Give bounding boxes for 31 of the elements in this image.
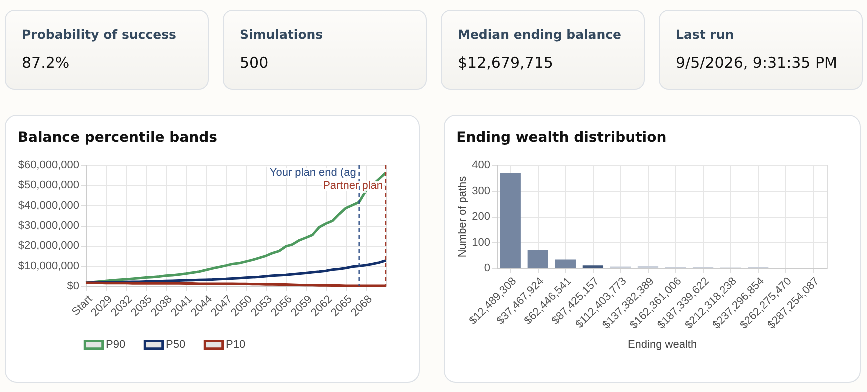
ref-line-label: Your plan end (ag xyxy=(270,167,356,179)
text: Simulations xyxy=(240,27,324,42)
y-tick-label: $10,000,000 xyxy=(18,260,80,272)
legend-label: P90 xyxy=(106,339,126,352)
y-axis-title: Number of paths xyxy=(457,176,470,258)
text: 500 xyxy=(240,54,270,72)
y-tick-label: $50,000,000 xyxy=(18,180,80,192)
bar xyxy=(500,173,521,268)
y-tick-label: $40,000,000 xyxy=(18,200,80,212)
x-axis-title: Ending wealth xyxy=(628,338,698,351)
y-tick-label: 200 xyxy=(472,211,490,223)
text: $12,679,715 xyxy=(458,54,554,72)
bar xyxy=(528,250,548,268)
y-tick-label: 0 xyxy=(484,262,490,274)
text: Median ending balance xyxy=(458,27,623,42)
y-tick-label: 100 xyxy=(472,236,490,249)
y-tick-label: 300 xyxy=(472,185,490,198)
chart-title: Ending wealth distribution xyxy=(456,130,667,146)
y-tick-label: $60,000,000 xyxy=(18,160,80,172)
y-tick-label: $30,000,000 xyxy=(18,220,80,232)
chart-title: Balance percentile bands xyxy=(18,130,218,146)
text: 9/5/2026, 9:31:35 PM xyxy=(676,54,838,72)
legend-label: P50 xyxy=(166,339,186,352)
legend-label: P10 xyxy=(226,339,246,352)
text: Last run xyxy=(676,27,736,42)
y-tick-label: 400 xyxy=(472,160,490,172)
y-tick-label: $0 xyxy=(67,280,80,292)
text: 87.2% xyxy=(22,54,71,72)
bar xyxy=(555,260,576,268)
y-tick-label: $20,000,000 xyxy=(18,240,80,252)
text: Probability of success xyxy=(22,27,178,42)
